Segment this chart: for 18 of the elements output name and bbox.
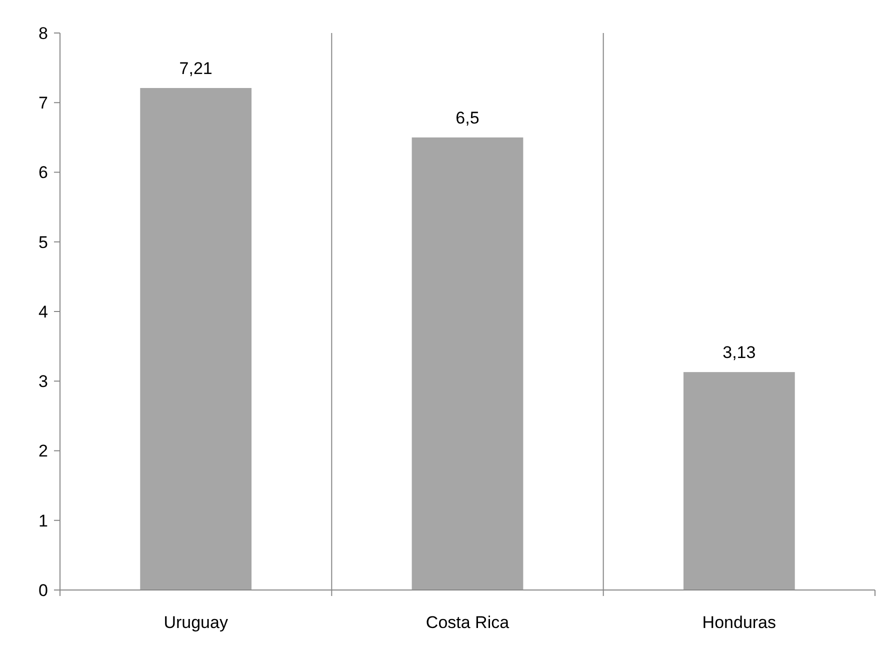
y-tick-label: 8: [38, 24, 48, 43]
y-tick-label: 3: [38, 372, 48, 392]
bar: [412, 137, 524, 590]
y-tick-label: 1: [38, 511, 48, 530]
x-tick-label: Costa Rica: [426, 613, 510, 632]
bar: [140, 88, 252, 590]
y-tick-label: 6: [38, 163, 48, 182]
bar: [683, 372, 795, 590]
x-tick-label: Honduras: [702, 613, 776, 632]
y-tick-label: 2: [38, 442, 48, 461]
y-tick-label: 4: [38, 302, 48, 322]
y-tick-label: 0: [38, 580, 48, 600]
x-tick-label: Uruguay: [164, 613, 228, 632]
data-label: 7,21: [179, 59, 212, 78]
data-label: 6,5: [456, 108, 480, 128]
y-tick-label: 7: [38, 94, 48, 113]
y-tick-label: 5: [38, 232, 48, 252]
data-label: 3,13: [722, 343, 756, 362]
